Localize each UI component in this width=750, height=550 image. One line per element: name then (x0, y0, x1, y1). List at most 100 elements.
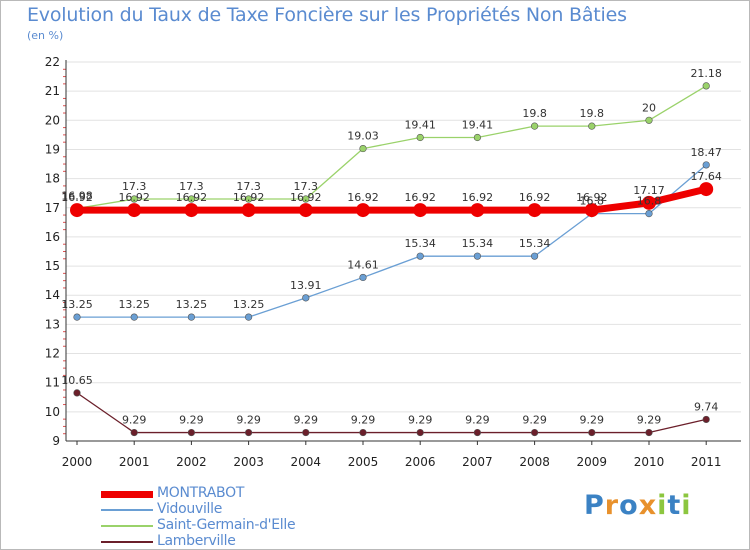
data-label-vidouville: 13.91 (290, 279, 322, 292)
x-tick-label: 2000 (62, 455, 93, 469)
legend-item-montrabot: MONTRABOT (101, 485, 401, 502)
x-tick-label: 2009 (577, 455, 608, 469)
grid-layer (66, 61, 741, 442)
data-point-lamberville (645, 428, 653, 437)
data-label-vidouville: 13.25 (61, 298, 93, 311)
data-point-saint-germain-d-elle (530, 122, 539, 130)
series-line-vidouville (76, 164, 707, 318)
data-label-lamberville: 9.29 (122, 414, 147, 427)
data-point-lamberville (588, 428, 596, 437)
data-point-lamberville (73, 389, 81, 397)
data-label-saint-germain-d-elle: 17.3 (122, 180, 147, 193)
series-layer (70, 82, 714, 437)
data-point-lamberville (187, 428, 195, 437)
proxiti-logo: Proxiti (584, 490, 692, 521)
y-tick-label: 9 (52, 434, 60, 448)
data-point-vidouville (416, 252, 424, 260)
data-point-lamberville (702, 415, 710, 424)
data-label-montrabot: 16.92 (347, 191, 379, 204)
x-tick-label: 2001 (119, 455, 150, 469)
data-point-montrabot (642, 195, 656, 210)
y-tick-label: 20 (45, 113, 60, 127)
data-label-saint-germain-d-elle: 19.03 (347, 130, 379, 143)
data-label-lamberville: 9.74 (694, 400, 719, 413)
data-label-lamberville: 10.65 (61, 374, 93, 387)
data-label-montrabot: 16.92 (61, 191, 93, 204)
data-label-saint-germain-d-elle: 20 (642, 101, 656, 114)
legend-label: Vidouville (157, 501, 223, 517)
data-point-montrabot (70, 203, 84, 218)
y-tick-label: 10 (45, 405, 60, 419)
data-label-montrabot: 16.92 (118, 191, 150, 204)
data-label-lamberville: 9.29 (522, 414, 547, 427)
data-point-lamberville (530, 428, 539, 437)
data-label-saint-germain-d-elle: 19.41 (462, 119, 494, 132)
legend-label: Lamberville (157, 533, 236, 549)
data-label-vidouville: 15.34 (462, 237, 494, 250)
data-point-vidouville (302, 294, 310, 302)
line-chart: 9 10 11 12 13 14 15 16 17 18 19 20 21 22 2000 2001 2002 2… (45, 55, 741, 469)
data-point-montrabot (184, 203, 199, 218)
data-label-montrabot: 16.92 (176, 191, 208, 204)
logo-letter: i (657, 490, 668, 521)
data-point-montrabot (699, 182, 714, 197)
logo-letter: r (604, 490, 620, 521)
data-point-vidouville (473, 252, 482, 260)
chart-title: Evolution du Taux de Taxe Foncière sur l… (27, 4, 627, 26)
data-label-vidouville: 13.25 (118, 298, 150, 311)
data-label-montrabot: 17.64 (690, 170, 722, 183)
y-tick-label: 17 (45, 201, 60, 215)
data-label-saint-germain-d-elle: 19.8 (580, 107, 605, 120)
y-tick-label: 13 (45, 317, 60, 331)
legend-swatch (101, 525, 153, 527)
logo-letter: t (667, 490, 682, 521)
data-label-vidouville: 15.34 (519, 237, 551, 250)
y-tick-label: 19 (45, 142, 60, 156)
data-label-saint-germain-d-elle: 19.8 (522, 107, 547, 120)
series-line-montrabot (73, 185, 710, 214)
data-label-saint-germain-d-elle: 17.3 (294, 180, 319, 193)
data-label-montrabot: 16.92 (404, 191, 436, 204)
data-point-vidouville (245, 313, 253, 321)
y-tick-label: 14 (45, 288, 60, 302)
x-tick-label: 2005 (348, 455, 379, 469)
data-label-lamberville: 9.29 (637, 414, 662, 427)
data-label-montrabot: 16.92 (519, 191, 551, 204)
y-tick-label: 15 (45, 259, 60, 273)
data-label-montrabot: 17.17 (633, 184, 665, 197)
y-tick-label: 16 (45, 230, 60, 244)
data-label-vidouville: 18.47 (690, 146, 722, 159)
legend-swatch (101, 491, 153, 498)
data-point-saint-germain-d-elle (416, 133, 424, 142)
data-point-vidouville (73, 313, 81, 321)
data-label-montrabot: 16.92 (233, 191, 265, 204)
x-tick-label: 2003 (233, 455, 264, 469)
data-point-vidouville (645, 210, 653, 218)
legend: MONTRABOT Vidouville Saint-Germain-d'Elle L… (101, 485, 401, 549)
x-tick-label: 2008 (519, 455, 550, 469)
data-label-saint-germain-d-elle: 19.41 (404, 119, 436, 132)
legend-item-vidouville: Vidouville (101, 501, 401, 518)
y-tick-label: 22 (45, 55, 60, 69)
logo-letter: P (584, 490, 605, 521)
data-point-montrabot (584, 203, 599, 218)
series-line-lamberville (76, 392, 707, 434)
data-point-montrabot (241, 203, 256, 218)
y-tick-label: 21 (45, 84, 60, 98)
data-label-lamberville: 9.29 (179, 414, 204, 427)
data-label-montrabot: 16.92 (290, 191, 322, 204)
data-point-montrabot (298, 203, 313, 218)
data-label-lamberville: 9.29 (294, 414, 319, 427)
data-label-vidouville: 13.25 (233, 298, 265, 311)
data-label-lamberville: 9.29 (351, 414, 376, 427)
data-label-saint-germain-d-elle: 16.98 (61, 189, 93, 202)
data-label-montrabot: 16.92 (576, 191, 608, 204)
data-point-lamberville (130, 428, 138, 437)
data-point-saint-germain-d-elle (130, 195, 138, 203)
data-label-lamberville: 9.29 (408, 414, 433, 427)
data-label-saint-germain-d-elle: 17.3 (236, 180, 261, 193)
x-tick-label: 2006 (405, 455, 436, 469)
data-point-vidouville (530, 252, 539, 260)
data-point-lamberville (245, 428, 253, 437)
